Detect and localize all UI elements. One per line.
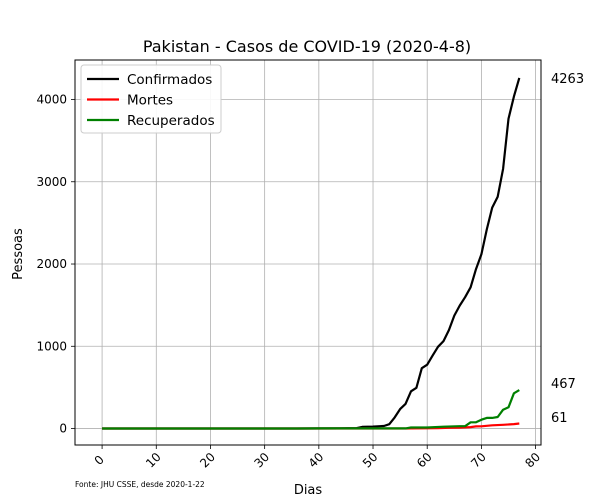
- x-axis-ticks: 0 10 20 30 40 50 60 70 80: [92, 445, 543, 471]
- series-line-recuperados: [102, 389, 520, 430]
- end-label-mortes: 61: [551, 411, 568, 426]
- y-tick-label: 2000: [36, 257, 67, 271]
- series-line-confirmados: [102, 77, 521, 430]
- legend: Confirmados Mortes Recuperados: [80, 64, 222, 134]
- legend-box: [80, 64, 222, 134]
- y-tick-label: 4000: [36, 92, 67, 106]
- legend-label-confirmados: Confirmados: [127, 72, 212, 88]
- y-axis-label: Pessoas: [11, 228, 26, 280]
- source-note: Fonte: JHU CSSE, desde 2020-1-22: [75, 480, 205, 489]
- series-lines: [102, 77, 521, 430]
- chart-title: Pakistan - Casos de COVID-19 (2020-4-8): [143, 37, 471, 56]
- x-axis-label: Dias: [294, 483, 323, 498]
- legend-label-mortes: Mortes: [127, 93, 173, 109]
- end-labels: 4263 61 467: [551, 72, 584, 426]
- y-tick-label: 3000: [36, 175, 67, 189]
- y-axis-ticks: 0 1000 2000 3000 4000: [36, 92, 75, 436]
- y-tick-label: 1000: [36, 339, 67, 353]
- plot-frame: [74, 59, 542, 446]
- end-label-confirmados: 4263: [551, 72, 584, 87]
- end-label-recuperados: 467: [551, 377, 576, 392]
- y-tick-label: 0: [59, 422, 67, 436]
- legend-label-recuperados: Recuperados: [127, 113, 215, 129]
